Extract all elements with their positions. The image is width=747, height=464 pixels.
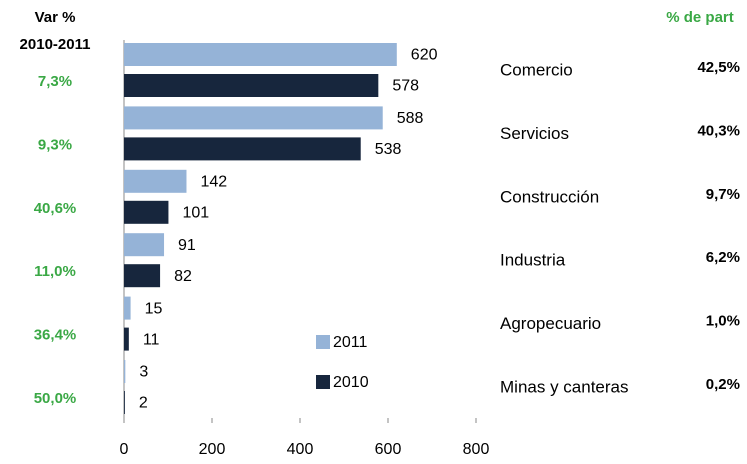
legend-swatch: [316, 335, 330, 349]
bar: [124, 74, 379, 97]
share-label: 0,2%: [706, 376, 740, 393]
bar: [124, 360, 126, 383]
share-label: 6,2%: [706, 249, 740, 266]
value-label: 578: [392, 78, 419, 95]
bar: [124, 264, 161, 288]
left-header: Var %: [35, 9, 76, 26]
category-label: Agropecuario: [500, 314, 601, 333]
x-tick-label: 200: [199, 441, 226, 458]
value-label: 15: [145, 300, 163, 317]
category-label: Industria: [500, 251, 566, 270]
value-label: 3: [139, 364, 148, 381]
variation-label: 36,4%: [34, 327, 77, 344]
share-label: 40,3%: [697, 122, 740, 139]
left-header: 2010-2011: [20, 36, 91, 53]
value-label: 2: [139, 395, 148, 412]
value-label: 82: [174, 268, 192, 285]
share-label: 1,0%: [706, 313, 740, 330]
variation-label: 50,0%: [34, 390, 77, 407]
value-label: 11: [143, 331, 160, 348]
bar: [124, 137, 361, 161]
bar: [124, 327, 129, 351]
category-label: Comercio: [500, 60, 573, 79]
legend-label: 2010: [333, 374, 369, 391]
bar: [124, 391, 125, 414]
variation-label: 11,0%: [34, 263, 76, 280]
x-tick-label: 800: [463, 441, 490, 458]
x-tick-label: 0: [120, 441, 129, 458]
legend-label: 2011: [333, 334, 368, 351]
category-label: Construcción: [500, 187, 599, 206]
value-label: 101: [182, 205, 209, 222]
legend-swatch: [316, 375, 330, 389]
bar: [124, 106, 383, 130]
category-label: Servicios: [500, 124, 569, 143]
value-label: 588: [397, 110, 424, 127]
value-label: 142: [200, 174, 227, 191]
variation-label: 9,3%: [38, 136, 72, 153]
category-label: Minas y canteras: [500, 377, 629, 396]
bar: [124, 43, 397, 66]
bar: [124, 169, 187, 193]
bar: [124, 200, 169, 224]
bar: [124, 296, 131, 320]
bar: [124, 233, 165, 257]
share-label: 9,7%: [706, 186, 740, 203]
value-label: 91: [178, 237, 196, 254]
variation-label: 7,3%: [38, 73, 72, 90]
value-label: 620: [411, 47, 438, 64]
right-header: % de part: [666, 9, 734, 26]
x-tick-label: 600: [375, 441, 402, 458]
x-tick-label: 400: [287, 441, 314, 458]
variation-label: 40,6%: [34, 200, 77, 217]
share-label: 42,5%: [697, 59, 740, 76]
value-label: 538: [375, 141, 402, 158]
